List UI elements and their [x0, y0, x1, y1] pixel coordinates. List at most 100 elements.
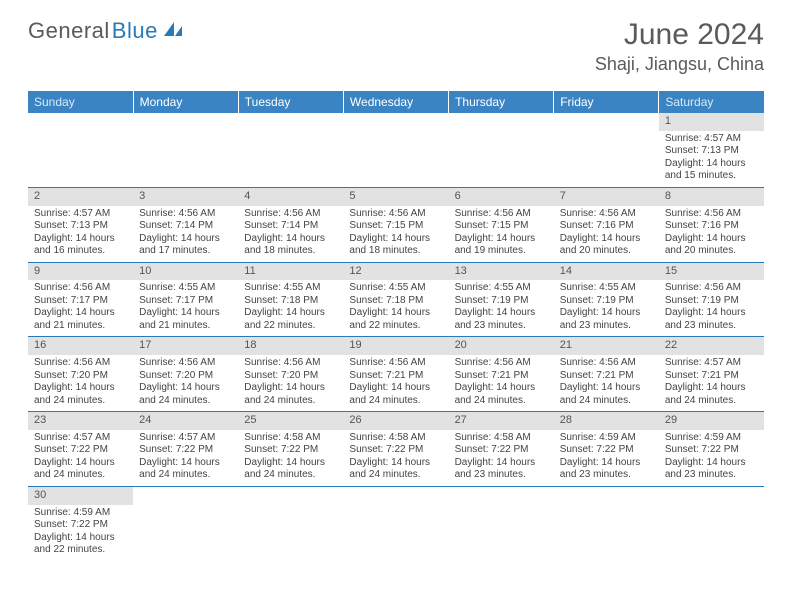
header: GeneralBlue June 2024 Shaji, Jiangsu, Ch…: [0, 0, 792, 83]
day-header: Saturday: [659, 91, 764, 113]
day-number: 13: [449, 263, 554, 281]
sunrise-text: Sunrise: 4:57 AM: [34, 208, 127, 221]
calendar-cell: 27Sunrise: 4:58 AMSunset: 7:22 PMDayligh…: [449, 412, 554, 487]
month-title: June 2024: [595, 18, 764, 52]
day-details: Sunrise: 4:56 AMSunset: 7:21 PMDaylight:…: [554, 355, 659, 411]
day-details: Sunrise: 4:59 AMSunset: 7:22 PMDaylight:…: [554, 430, 659, 486]
sunset-text: Sunset: 7:22 PM: [665, 444, 758, 457]
day-details: Sunrise: 4:56 AMSunset: 7:21 PMDaylight:…: [449, 355, 554, 411]
sunrise-text: Sunrise: 4:55 AM: [349, 282, 442, 295]
day-details: Sunrise: 4:57 AMSunset: 7:22 PMDaylight:…: [133, 430, 238, 486]
title-block: June 2024 Shaji, Jiangsu, China: [595, 18, 764, 75]
calendar-cell: 25Sunrise: 4:58 AMSunset: 7:22 PMDayligh…: [238, 412, 343, 487]
calendar-cell: [133, 486, 238, 560]
sunrise-text: Sunrise: 4:59 AM: [560, 432, 653, 445]
daylight-text: Daylight: 14 hours and 24 minutes.: [244, 457, 337, 482]
sunset-text: Sunset: 7:16 PM: [560, 220, 653, 233]
sunrise-text: Sunrise: 4:56 AM: [455, 208, 548, 221]
calendar-cell: [28, 113, 133, 187]
day-number: 26: [343, 412, 448, 430]
day-details: Sunrise: 4:56 AMSunset: 7:16 PMDaylight:…: [554, 206, 659, 262]
day-details: Sunrise: 4:55 AMSunset: 7:19 PMDaylight:…: [554, 280, 659, 336]
daylight-text: Daylight: 14 hours and 16 minutes.: [34, 233, 127, 258]
sunset-text: Sunset: 7:15 PM: [455, 220, 548, 233]
sunrise-text: Sunrise: 4:59 AM: [665, 432, 758, 445]
sunset-text: Sunset: 7:19 PM: [455, 295, 548, 308]
day-header: Friday: [554, 91, 659, 113]
daylight-text: Daylight: 14 hours and 24 minutes.: [34, 457, 127, 482]
day-details: Sunrise: 4:55 AMSunset: 7:18 PMDaylight:…: [343, 280, 448, 336]
sunset-text: Sunset: 7:22 PM: [349, 444, 442, 457]
day-header: Monday: [133, 91, 238, 113]
sunset-text: Sunset: 7:21 PM: [455, 370, 548, 383]
daylight-text: Daylight: 14 hours and 21 minutes.: [139, 307, 232, 332]
sunset-text: Sunset: 7:17 PM: [139, 295, 232, 308]
day-details: Sunrise: 4:55 AMSunset: 7:18 PMDaylight:…: [238, 280, 343, 336]
day-details: Sunrise: 4:56 AMSunset: 7:14 PMDaylight:…: [238, 206, 343, 262]
day-number: 30: [28, 487, 133, 505]
day-number: 27: [449, 412, 554, 430]
calendar-cell: 20Sunrise: 4:56 AMSunset: 7:21 PMDayligh…: [449, 337, 554, 412]
sunrise-text: Sunrise: 4:56 AM: [139, 357, 232, 370]
sunrise-text: Sunrise: 4:56 AM: [560, 208, 653, 221]
sunset-text: Sunset: 7:21 PM: [349, 370, 442, 383]
day-details: Sunrise: 4:56 AMSunset: 7:20 PMDaylight:…: [133, 355, 238, 411]
daylight-text: Daylight: 14 hours and 24 minutes.: [139, 457, 232, 482]
sunrise-text: Sunrise: 4:56 AM: [665, 282, 758, 295]
calendar-row: 30Sunrise: 4:59 AMSunset: 7:22 PMDayligh…: [28, 486, 764, 560]
sunset-text: Sunset: 7:14 PM: [139, 220, 232, 233]
day-details: Sunrise: 4:56 AMSunset: 7:19 PMDaylight:…: [659, 280, 764, 336]
calendar-cell: 15Sunrise: 4:56 AMSunset: 7:19 PMDayligh…: [659, 262, 764, 337]
day-number: 4: [238, 188, 343, 206]
day-details: Sunrise: 4:59 AMSunset: 7:22 PMDaylight:…: [659, 430, 764, 486]
day-details: Sunrise: 4:56 AMSunset: 7:17 PMDaylight:…: [28, 280, 133, 336]
sunrise-text: Sunrise: 4:56 AM: [349, 357, 442, 370]
day-number: 29: [659, 412, 764, 430]
calendar-cell: [659, 486, 764, 560]
daylight-text: Daylight: 14 hours and 18 minutes.: [244, 233, 337, 258]
sunrise-text: Sunrise: 4:56 AM: [349, 208, 442, 221]
daylight-text: Daylight: 14 hours and 15 minutes.: [665, 158, 758, 183]
daylight-text: Daylight: 14 hours and 22 minutes.: [349, 307, 442, 332]
logo-text-general: General: [28, 18, 110, 44]
day-header: Sunday: [28, 91, 133, 113]
calendar-cell: 16Sunrise: 4:56 AMSunset: 7:20 PMDayligh…: [28, 337, 133, 412]
day-number: 14: [554, 263, 659, 281]
daylight-text: Daylight: 14 hours and 24 minutes.: [665, 382, 758, 407]
day-header: Thursday: [449, 91, 554, 113]
calendar-cell: [449, 486, 554, 560]
calendar-cell: 5Sunrise: 4:56 AMSunset: 7:15 PMDaylight…: [343, 187, 448, 262]
day-details: Sunrise: 4:58 AMSunset: 7:22 PMDaylight:…: [343, 430, 448, 486]
calendar-cell: 13Sunrise: 4:55 AMSunset: 7:19 PMDayligh…: [449, 262, 554, 337]
calendar-cell: [343, 486, 448, 560]
day-details: Sunrise: 4:56 AMSunset: 7:15 PMDaylight:…: [343, 206, 448, 262]
day-number: 9: [28, 263, 133, 281]
sunset-text: Sunset: 7:21 PM: [560, 370, 653, 383]
sunrise-text: Sunrise: 4:56 AM: [34, 282, 127, 295]
day-number: 1: [659, 113, 764, 131]
sail-icon: [162, 18, 184, 44]
day-details: Sunrise: 4:56 AMSunset: 7:21 PMDaylight:…: [343, 355, 448, 411]
calendar-row: 1Sunrise: 4:57 AMSunset: 7:13 PMDaylight…: [28, 113, 764, 187]
calendar-cell: 28Sunrise: 4:59 AMSunset: 7:22 PMDayligh…: [554, 412, 659, 487]
day-details: Sunrise: 4:56 AMSunset: 7:20 PMDaylight:…: [238, 355, 343, 411]
daylight-text: Daylight: 14 hours and 17 minutes.: [139, 233, 232, 258]
sunrise-text: Sunrise: 4:55 AM: [560, 282, 653, 295]
daylight-text: Daylight: 14 hours and 23 minutes.: [455, 307, 548, 332]
sunset-text: Sunset: 7:20 PM: [244, 370, 337, 383]
sunset-text: Sunset: 7:22 PM: [139, 444, 232, 457]
day-details: Sunrise: 4:58 AMSunset: 7:22 PMDaylight:…: [238, 430, 343, 486]
calendar-cell: [238, 113, 343, 187]
calendar-cell: [554, 113, 659, 187]
sunrise-text: Sunrise: 4:58 AM: [349, 432, 442, 445]
calendar-cell: [238, 486, 343, 560]
sunset-text: Sunset: 7:22 PM: [34, 444, 127, 457]
day-number: 5: [343, 188, 448, 206]
daylight-text: Daylight: 14 hours and 23 minutes.: [665, 457, 758, 482]
sunrise-text: Sunrise: 4:56 AM: [244, 208, 337, 221]
calendar-cell: 22Sunrise: 4:57 AMSunset: 7:21 PMDayligh…: [659, 337, 764, 412]
daylight-text: Daylight: 14 hours and 24 minutes.: [349, 382, 442, 407]
daylight-text: Daylight: 14 hours and 22 minutes.: [244, 307, 337, 332]
daylight-text: Daylight: 14 hours and 20 minutes.: [560, 233, 653, 258]
day-number: 19: [343, 337, 448, 355]
